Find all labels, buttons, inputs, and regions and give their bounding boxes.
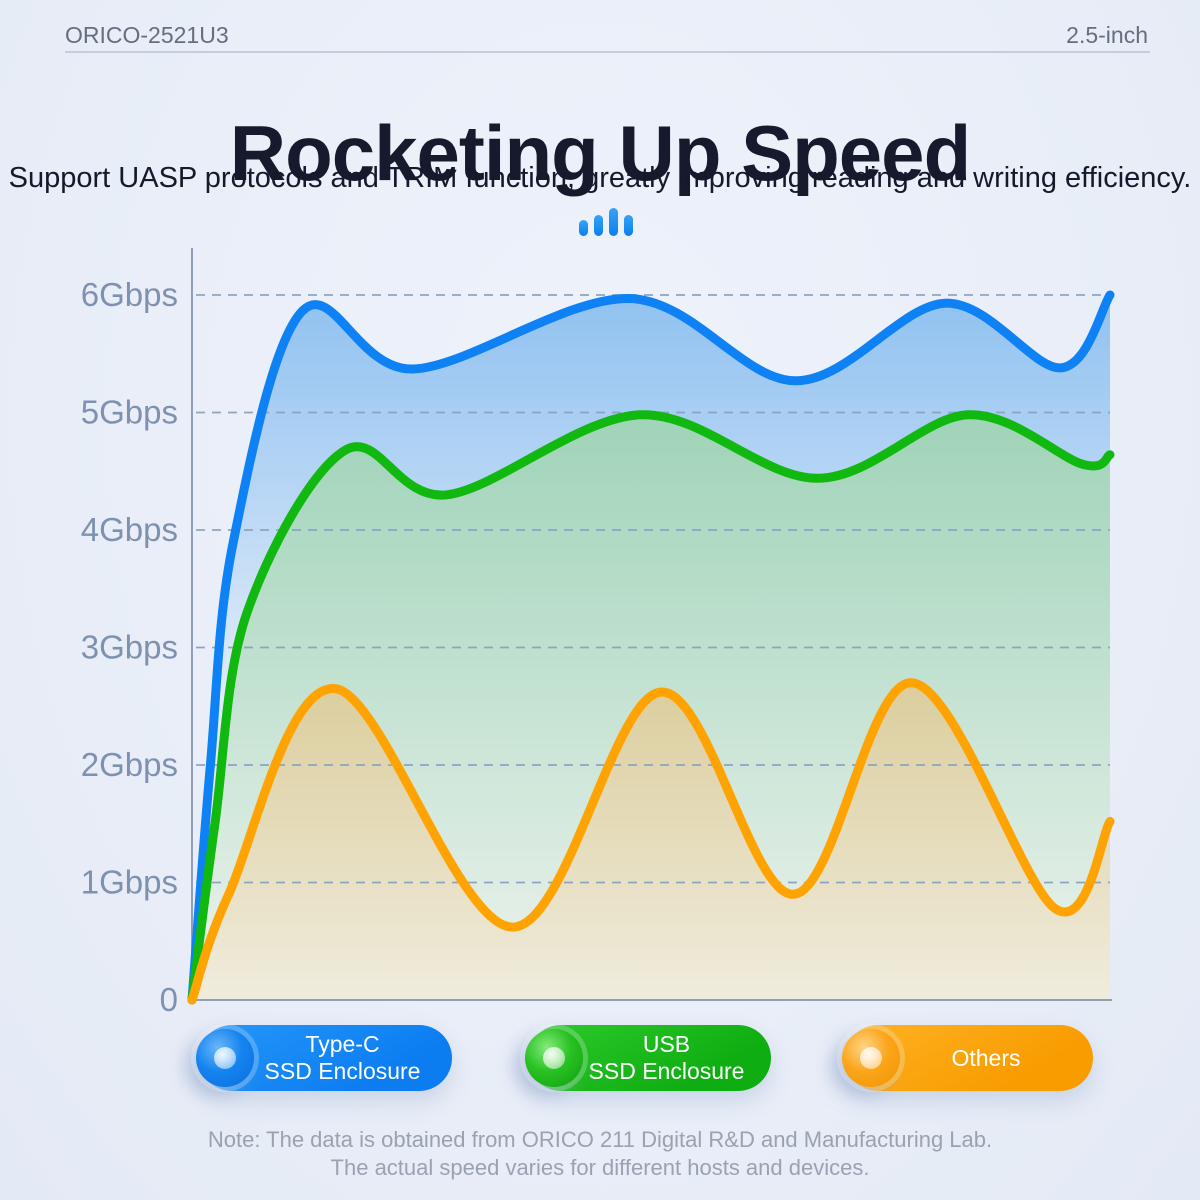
bar-icon-segment: [579, 220, 588, 236]
product-model-label: ORICO-2521U3: [65, 22, 229, 48]
legend-label-line: SSD Enclosure: [264, 1058, 421, 1084]
series-curve-2: [187, 410, 1115, 1005]
legend-item-others: Others: [842, 1025, 1093, 1091]
bar-icon-segment: [624, 215, 633, 236]
legend-label-line: Type-C: [305, 1031, 380, 1057]
y-tick-label: 2Gbps: [81, 746, 178, 783]
footnote-line-2: The actual speed varies for different ho…: [330, 1155, 870, 1180]
legend-label-others: Others: [893, 1045, 1079, 1072]
legend-dot-orange-icon: [842, 1029, 900, 1087]
legend-label-line: SSD Enclosure: [588, 1058, 745, 1084]
bar-icon-segment: [594, 215, 603, 236]
legend-label-line: USB: [642, 1031, 691, 1057]
footnote-line-1: Note: The data is obtained from ORICO 21…: [207, 1127, 993, 1152]
series-curve-1: [187, 290, 1115, 1005]
bars-signal-icon: [579, 206, 633, 236]
page-subtitle: Support UASP protocols and TRIM function…: [8, 162, 1192, 194]
drive-size-label: 2.5-inch: [1066, 22, 1148, 48]
series-curves: [187, 290, 1115, 1005]
y-tick-label: 4Gbps: [81, 511, 178, 548]
y-tick-label: 0: [160, 981, 178, 1018]
legend-item-type-c: Type-C SSD Enclosure: [196, 1025, 452, 1091]
y-tick-label: 1Gbps: [81, 864, 178, 901]
header-divider: [65, 51, 1150, 53]
legend-dot-blue-icon: [196, 1029, 254, 1087]
series-curve-3: [187, 678, 1115, 1005]
footnote: Note: The data is obtained from ORICO 21…: [0, 1126, 1200, 1182]
y-tick-label: 3Gbps: [81, 629, 178, 666]
page-title: Rocketing Up Speed: [229, 109, 971, 198]
legend-dot-green-icon: [525, 1029, 583, 1087]
y-tick-label: 6Gbps: [81, 276, 178, 313]
y-tick-label: 5Gbps: [81, 394, 178, 431]
y-tick-labels: 6Gbps 5Gbps 4Gbps 3Gbps 2Gbps 1Gbps 0: [81, 276, 178, 1018]
legend-label-line: Others: [951, 1044, 1021, 1071]
axes: [190, 248, 1112, 1001]
bar-icon-segment: [609, 208, 618, 236]
legend-item-usb: USB SSD Enclosure: [525, 1025, 771, 1091]
legend-label-type-c: Type-C SSD Enclosure: [247, 1031, 438, 1085]
legend-label-usb: USB SSD Enclosure: [576, 1031, 757, 1085]
series-area-3: [192, 682, 1110, 1000]
